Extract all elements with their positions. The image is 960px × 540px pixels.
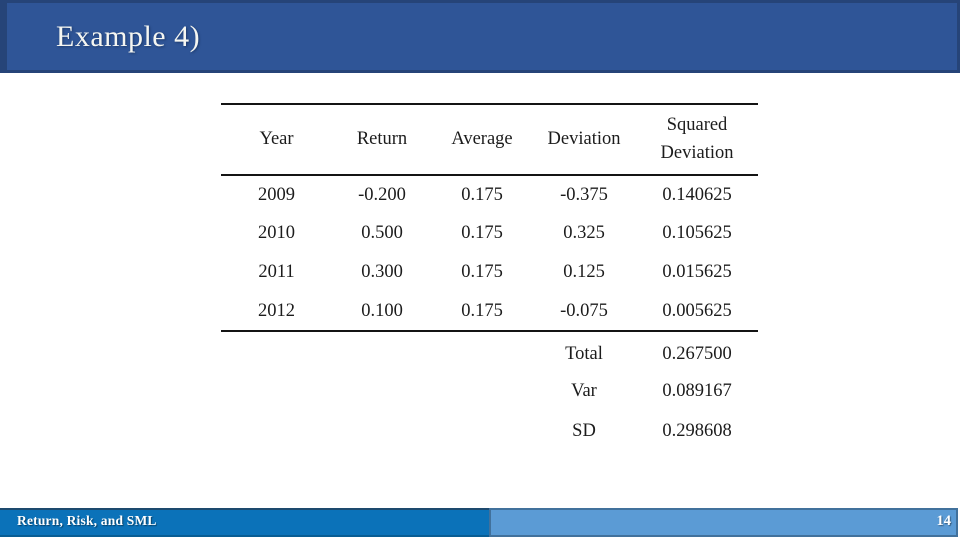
table-cell: -0.200	[358, 184, 406, 205]
page-number: 14	[936, 513, 952, 529]
statistics-table-wrap: Year Return Average Deviation Squared De…	[221, 103, 758, 451]
table-cell: 2012	[258, 300, 295, 321]
summary-value: 0.298608	[662, 420, 732, 441]
statistics-table: Year Return Average Deviation Squared De…	[221, 103, 758, 451]
table-row: 2011 0.300 0.175 0.125 0.015625	[221, 253, 758, 292]
table-cell: 0.015625	[662, 262, 732, 282]
summary-value: 0.089167	[662, 380, 732, 401]
page-title: Example 4)	[56, 20, 201, 53]
table-cell: 0.300	[361, 262, 403, 282]
table-cell: -0.075	[560, 300, 608, 321]
summary-label: SD	[572, 420, 596, 441]
col-header-deviation: Deviation	[547, 128, 621, 149]
table-row: 2009 -0.200 0.175 -0.375 0.140625	[221, 175, 758, 214]
summary-row-var: Var 0.089167	[221, 371, 758, 411]
col-header-return: Return	[356, 128, 408, 149]
table-cell: 2009	[258, 184, 295, 205]
table-cell: 0.175	[461, 300, 503, 321]
summary-value: 0.267500	[662, 344, 732, 364]
table-header-row: Year Return Average Deviation Squared De…	[221, 104, 758, 175]
summary-label: Var	[571, 380, 597, 401]
col-header-average: Average	[451, 128, 513, 149]
table-cell: 0.005625	[662, 300, 732, 321]
table-cell: 0.175	[461, 262, 503, 282]
table-cell: 0.125	[563, 262, 605, 282]
table-cell: 2011	[258, 262, 295, 282]
table-cell: 0.105625	[662, 223, 732, 243]
table-cell: 0.140625	[662, 184, 732, 205]
table-row: 2010 0.500 0.175 0.325 0.105625	[221, 214, 758, 253]
table-cell: 0.100	[361, 300, 403, 321]
footer-title: Return, Risk, and SML	[17, 513, 157, 528]
summary-label: Total	[565, 344, 603, 364]
table-cell: 0.500	[361, 223, 403, 243]
table-cell: 0.175	[461, 223, 503, 243]
table-cell: -0.375	[560, 184, 608, 205]
col-header-year: Year	[259, 128, 294, 149]
table-cell: 0.175	[461, 184, 503, 205]
title-bar: Example 4)	[0, 0, 960, 73]
table-cell: 2010	[258, 223, 295, 243]
footer-bar-left: Return, Risk, and SML	[0, 508, 489, 537]
footer-bar-right: 14	[489, 508, 958, 537]
table-cell: 0.325	[563, 223, 605, 243]
col-header-squared-deviation: Squared Deviation	[660, 114, 734, 163]
summary-row-total: Total 0.267500	[221, 331, 758, 371]
table-row: 2012 0.100 0.175 -0.075 0.005625	[221, 292, 758, 331]
summary-row-sd: SD 0.298608	[221, 411, 758, 451]
